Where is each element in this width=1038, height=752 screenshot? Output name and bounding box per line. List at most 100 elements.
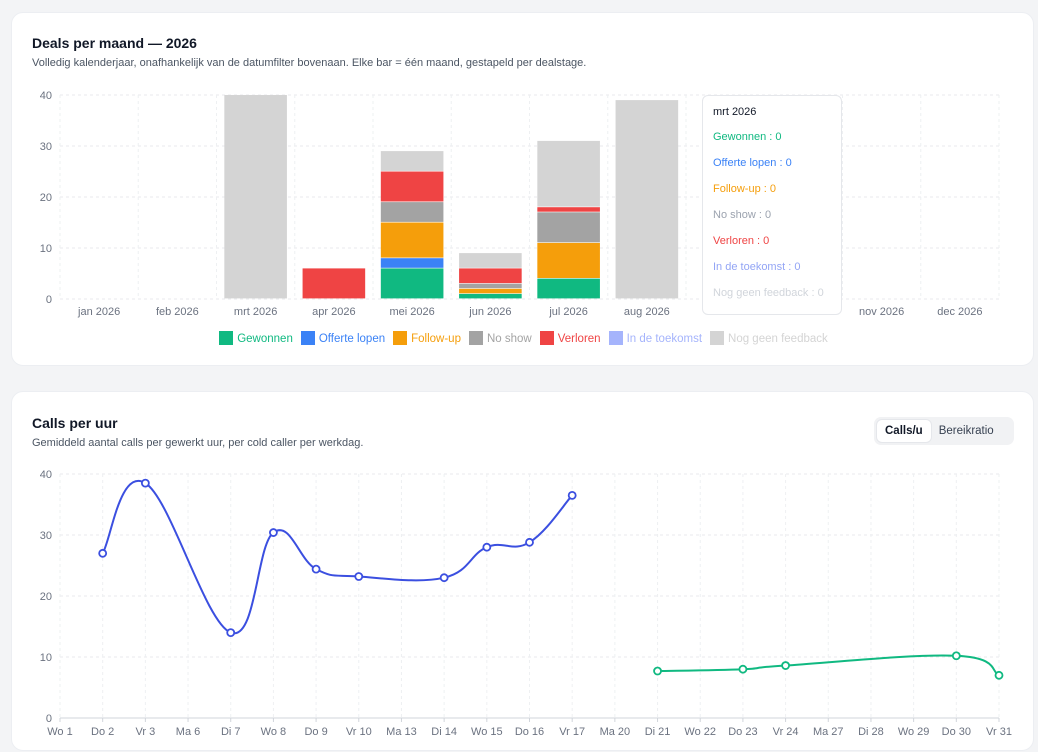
legend-label: Nog geen feedback xyxy=(728,333,828,345)
bar-segment xyxy=(380,202,444,222)
x-tick-label: Ma 20 xyxy=(600,726,631,738)
data-point xyxy=(226,628,236,638)
x-tick-label: Vr 3 xyxy=(135,726,155,738)
tooltip-row: Nog geen feedback : 0 xyxy=(713,287,824,299)
data-point xyxy=(269,528,278,537)
legend-swatch xyxy=(393,331,408,345)
x-tick-label: Ma 13 xyxy=(386,726,417,738)
bar-segment xyxy=(537,278,600,299)
calls-per-hour-card: Calls per uur Gemiddeld aantal calls per… xyxy=(11,391,1034,751)
x-tick-label: Di 28 xyxy=(858,726,884,738)
y-grid xyxy=(59,94,1000,300)
x-tick-label: Do 2 xyxy=(91,726,114,738)
tooltip-row: Follow-up : 0 xyxy=(713,183,776,195)
x-tick-label: apr 2026 xyxy=(312,306,355,318)
calls-per-hour-toggle-button[interactable]: Calls/u xyxy=(877,420,931,442)
legend-swatch xyxy=(300,331,315,345)
tooltip-row: No show : 0 xyxy=(713,209,772,221)
bar-segment xyxy=(459,268,522,284)
bar-segment xyxy=(224,95,287,299)
y-tick-label: 40 xyxy=(40,469,52,481)
data-point xyxy=(354,572,364,581)
data-point xyxy=(781,661,790,670)
legend-label: Verloren xyxy=(557,333,601,345)
series-line xyxy=(657,654,1000,677)
x-tick-label: dec 2026 xyxy=(937,306,982,318)
x-tick-label: jan 2026 xyxy=(77,306,120,318)
x-tick-label: Wo 8 xyxy=(261,726,286,738)
bar-segment xyxy=(380,222,444,258)
y-tick-label: 0 xyxy=(46,294,52,306)
calls-card-subtitle: Gemiddeld aantal calls per gewerkt uur, … xyxy=(32,437,364,449)
legend-item[interactable]: In de toekomst xyxy=(608,331,703,345)
data-point xyxy=(311,564,321,574)
tooltip-title: mrt 2026 xyxy=(713,106,757,118)
chart-tooltip: mrt 2026 Gewonnen : 0 Offerte lopen : 0 Fo… xyxy=(702,95,842,315)
x-tick-label: Di 14 xyxy=(431,726,457,738)
deals-per-month-card: Deals per maand — 2026 Volledig kalender… xyxy=(11,12,1034,366)
y-tick-label: 10 xyxy=(40,243,52,255)
bar-segment xyxy=(459,293,522,299)
y-tick-label: 30 xyxy=(40,141,52,153)
bar-segment xyxy=(459,283,522,289)
x-tick-label: mei 2026 xyxy=(389,306,434,318)
y-tick-label: 0 xyxy=(46,713,52,725)
legend-item[interactable]: Nog geen feedback xyxy=(710,331,828,345)
x-tick-label: Do 9 xyxy=(304,726,327,738)
reach-ratio-toggle-button[interactable]: Bereikratio xyxy=(938,425,994,437)
y-grid xyxy=(59,473,1000,719)
x-tick-label: Vr 17 xyxy=(559,726,585,738)
data-point xyxy=(951,651,961,661)
data-point xyxy=(525,537,534,547)
data-point xyxy=(994,670,1004,680)
legend-item[interactable]: Follow-up xyxy=(393,331,461,345)
tooltip-row: In de toekomst : 0 xyxy=(713,261,801,273)
tooltip-row: Gewonnen : 0 xyxy=(713,131,782,143)
x-tick-label: Wo 29 xyxy=(898,726,930,738)
x-tick-label: mrt 2026 xyxy=(234,306,277,318)
x-tick-label: nov 2026 xyxy=(859,306,904,318)
x-tick-label: Vr 31 xyxy=(986,726,1012,738)
tooltip-row: Verloren : 0 xyxy=(713,235,770,247)
x-tick-label: aug 2026 xyxy=(624,306,670,318)
legend-swatch xyxy=(539,331,554,345)
bar-segment xyxy=(380,268,444,299)
bar-segment xyxy=(537,140,600,207)
x-tick-label: Ma 27 xyxy=(813,726,844,738)
x-tick-label: Do 30 xyxy=(942,726,971,738)
x-tick-label: Wo 15 xyxy=(471,726,503,738)
data-point xyxy=(439,573,449,583)
deals-card-title: Deals per maand — 2026 xyxy=(32,35,197,51)
x-tick-label: Do 16 xyxy=(515,726,544,738)
data-point xyxy=(482,542,492,552)
legend-item[interactable]: Offerte lopen xyxy=(300,331,385,345)
bar-segment xyxy=(615,100,679,299)
tooltip-row: Offerte lopen : 0 xyxy=(713,157,792,169)
legend-swatch xyxy=(608,331,623,345)
y-tick-label: 40 xyxy=(40,90,52,102)
deals-bar-chart[interactable]: 0 10 20 30 40 jan 2026 feb 2026 mrt 2026 apr 202… xyxy=(12,13,1035,323)
bar-segment xyxy=(459,253,522,268)
y-tick-label: 30 xyxy=(40,530,52,542)
legend-item[interactable]: Gewonnen xyxy=(219,331,293,345)
legend-item[interactable]: Verloren xyxy=(539,331,601,345)
bar-segment xyxy=(459,288,522,294)
legend-label: In de toekomst xyxy=(626,333,703,345)
series-line xyxy=(101,479,573,635)
data-point xyxy=(738,664,748,674)
data-point xyxy=(567,490,577,500)
x-tick-label: Vr 10 xyxy=(346,726,372,738)
legend-swatch xyxy=(710,331,725,345)
calls-line-chart[interactable]: 0 10 20 30 40 Wo 1 Do 2 Vr 3 Ma 6 Di 7 Wo 8 Do 9 Vr … xyxy=(12,392,1035,752)
x-tick-label: jun 2026 xyxy=(468,306,511,318)
legend-item[interactable]: No show xyxy=(468,331,532,345)
legend-swatch xyxy=(468,331,483,345)
bar-segment xyxy=(537,212,600,243)
deals-card-subtitle: Volledig kalenderjaar, onafhankelijk van… xyxy=(32,57,587,69)
x-tick-label: Di 21 xyxy=(645,726,671,738)
x-tick-label: feb 2026 xyxy=(156,306,199,318)
x-tick-label: Ma 6 xyxy=(176,726,200,738)
y-tick-label: 10 xyxy=(40,652,52,664)
data-point xyxy=(98,548,108,558)
bar-segment xyxy=(380,258,444,268)
